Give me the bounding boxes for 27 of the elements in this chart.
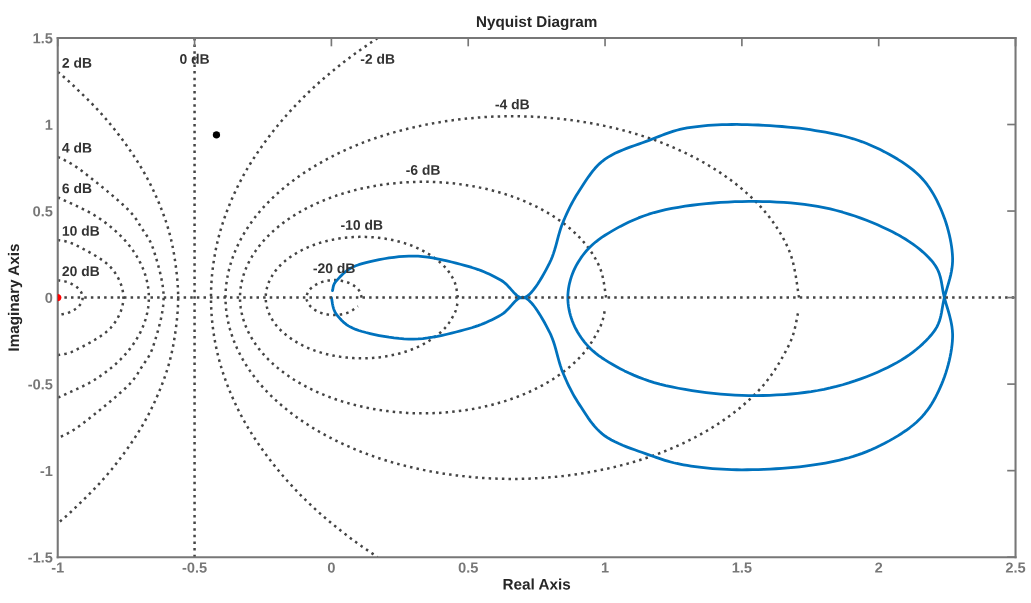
x-tick-label: -0.5 [182, 562, 207, 573]
series-label: 6 dB [62, 183, 92, 194]
x-tick-label: 1.5 [732, 562, 752, 573]
x-tick-label: 1 [601, 562, 609, 573]
series-label: 10 dB [62, 225, 100, 236]
x-tick-label: 2.5 [1005, 562, 1026, 573]
series-label: -2 dB [360, 53, 395, 64]
chart-title: Nyquist Diagram [476, 15, 597, 31]
y-tick-label: -0.5 [28, 379, 53, 390]
y-tick-label: 1.5 [33, 33, 53, 44]
series-label: 4 dB [62, 142, 92, 153]
x-tick-label: 2 [875, 562, 883, 573]
y-tick-label: 1 [45, 119, 53, 130]
series-label: -6 dB [406, 164, 440, 175]
series-label: 20 dB [62, 265, 100, 277]
x-axis-title: Real Axis [503, 578, 571, 590]
series-label: 0 dB [180, 53, 209, 64]
y-tick-label: -1 [40, 465, 53, 476]
series-label: 2 dB [62, 57, 92, 68]
x-tick-label: 0 [327, 562, 335, 573]
series-label: -10 dB [341, 219, 383, 230]
y-axis-title: Imaginary Axis [7, 244, 23, 351]
x-tick-label: 0.5 [458, 562, 478, 573]
y-tick-label: 0.5 [33, 206, 53, 217]
y-tick-label: 0 [45, 292, 53, 304]
y-tick-label: -1.5 [28, 552, 53, 563]
series-label: -4 dB [495, 99, 530, 110]
